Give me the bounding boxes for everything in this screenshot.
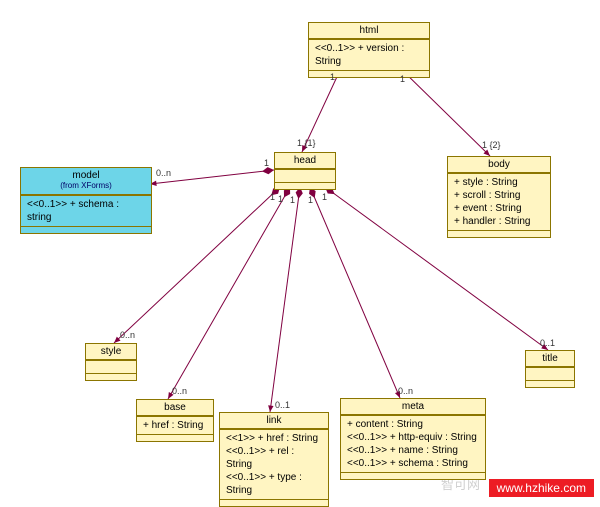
multiplicity: 0..n [156,168,171,178]
class-link: link<<1>> + href : String<<0..1>> + rel … [219,412,329,507]
class-name: link [220,413,328,429]
multiplicity: 1 {1} [297,138,316,148]
class-name: model(from XForms) [21,168,151,195]
multiplicity: 1 [290,195,295,205]
class-head: head [274,152,336,190]
class-name: body [448,157,550,173]
class-attrs [526,367,574,380]
class-name: meta [341,399,485,415]
class-attrs [86,360,136,373]
multiplicity: 1 {2} [482,140,501,150]
class-meta: meta+ content : String<<0..1>> + http-eq… [340,398,486,480]
multiplicity: 0..n [120,330,135,340]
class-attrs: <<0..1>> + version : String [309,39,429,70]
multiplicity: 1 [330,72,335,82]
class-attrs: + content : String<<0..1>> + http-equiv … [341,415,485,472]
class-title: title [525,350,575,388]
watermark-url: www.hzhike.com [489,479,594,497]
multiplicity: 0..1 [540,338,555,348]
class-name: title [526,351,574,367]
multiplicity: 1 [308,195,313,205]
class-attrs [275,169,335,182]
class-name: base [137,400,213,416]
class-attrs: <<1>> + href : String<<0..1>> + rel : St… [220,429,328,499]
multiplicity: 0..n [172,386,187,396]
class-attrs: + style : String+ scroll : String+ event… [448,173,550,230]
multiplicity: 1 [270,192,275,202]
multiplicity: 1 [264,158,269,168]
class-body: body+ style : String+ scroll : String+ e… [447,156,551,238]
multiplicity: 0..n [398,386,413,396]
class-style: style [85,343,137,381]
class-name: head [275,153,335,169]
multiplicity: 1 [322,192,327,202]
class-attrs: <<0..1>> + schema : string [21,195,151,226]
class-model: model(from XForms)<<0..1>> + schema : st… [20,167,152,234]
class-name: style [86,344,136,360]
class-attrs: + href : String [137,416,213,434]
class-name: html [309,23,429,39]
class-html: html<<0..1>> + version : String [308,22,430,78]
multiplicity: 1 [278,194,283,204]
multiplicity: 1 [400,74,405,84]
class-base: base+ href : String [136,399,214,442]
multiplicity: 0..1 [275,400,290,410]
